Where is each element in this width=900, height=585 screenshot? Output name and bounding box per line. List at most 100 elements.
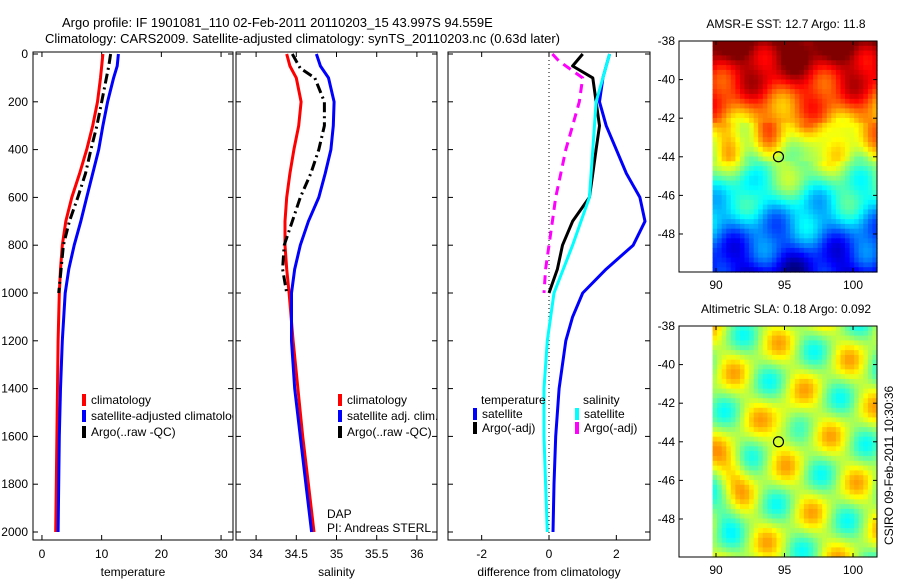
map-cell — [799, 170, 805, 177]
map-cell — [726, 228, 732, 235]
map-cell — [762, 118, 768, 124]
map-cell — [858, 340, 864, 346]
map-cell — [863, 494, 869, 500]
map-cell — [762, 69, 768, 76]
map-cell — [767, 436, 773, 443]
map-cell — [730, 326, 736, 332]
map-cell — [776, 446, 782, 452]
map-cell — [863, 345, 869, 351]
map-cell — [831, 494, 837, 500]
map-cell — [740, 214, 746, 220]
map-cell — [863, 156, 869, 162]
map-cell — [813, 436, 819, 443]
map-cell — [794, 451, 800, 457]
map-cell — [858, 470, 864, 476]
map-cell — [740, 60, 746, 66]
map-cell — [872, 422, 878, 428]
map-cell — [712, 199, 718, 206]
map-cell — [785, 118, 791, 124]
map-cell — [854, 214, 860, 220]
map-cell — [845, 441, 851, 447]
map-cell — [799, 137, 805, 143]
map-cell — [817, 45, 823, 52]
map-cell — [831, 79, 837, 85]
map-cell — [817, 252, 823, 259]
map-cell — [863, 190, 869, 196]
map-cell — [776, 50, 782, 56]
map-cell — [826, 190, 832, 196]
map-cell — [721, 146, 727, 153]
map-cell — [822, 185, 828, 191]
map-cell — [803, 108, 810, 114]
map-cell — [835, 431, 842, 438]
map-cell — [854, 393, 860, 399]
map-cell — [840, 65, 846, 71]
map-cell — [835, 199, 842, 206]
map-cell — [781, 60, 787, 66]
map-cell — [831, 161, 837, 167]
map-cell — [781, 523, 787, 529]
map-cell — [730, 364, 736, 370]
map-cell — [749, 89, 755, 95]
map-cell — [867, 93, 874, 100]
map-cell — [771, 475, 778, 481]
map-cell — [749, 542, 755, 548]
map-cell — [762, 113, 768, 119]
map-cell — [808, 199, 814, 206]
map-cell — [803, 55, 810, 61]
map-cell — [758, 499, 764, 505]
map-cell — [817, 455, 823, 462]
map-cell — [867, 326, 874, 332]
map-cell — [758, 137, 764, 143]
map-cell — [785, 122, 791, 129]
map-cell — [840, 470, 846, 476]
map-cell — [735, 41, 741, 47]
map-cell — [753, 185, 759, 191]
map-cell — [771, 204, 778, 210]
map-cell — [817, 441, 823, 447]
map-cell — [735, 185, 741, 191]
map-cell — [863, 465, 869, 471]
map-cell — [845, 393, 851, 399]
map-cell — [822, 417, 828, 423]
map-cell — [858, 475, 864, 481]
map-cell — [822, 204, 828, 210]
map-cell — [803, 228, 810, 235]
map-cell — [813, 451, 819, 457]
map-cell — [726, 257, 732, 263]
map-cell — [740, 345, 746, 351]
map-cell — [767, 262, 773, 268]
map-cell — [794, 69, 800, 76]
map-cell — [794, 262, 800, 268]
map-cell — [771, 185, 778, 191]
map-cell — [858, 132, 864, 138]
map-cell — [863, 89, 869, 95]
map-cell — [826, 508, 832, 515]
map-cell — [730, 335, 736, 341]
map-cell — [840, 528, 846, 534]
map-cell — [822, 388, 828, 394]
map-cell — [803, 330, 810, 337]
map-cell — [712, 378, 718, 385]
map-cell — [785, 359, 791, 366]
map-cell — [849, 359, 855, 366]
map-cell — [831, 350, 837, 356]
map-cell — [872, 175, 878, 182]
map-cell — [831, 359, 837, 366]
map-cell — [794, 127, 800, 133]
map-cell — [771, 528, 778, 534]
map-cell — [771, 247, 778, 254]
series-line-argo-raw-qc- — [57, 53, 113, 294]
map-cell — [858, 354, 864, 361]
map-cell — [726, 518, 732, 524]
map-cell — [803, 243, 810, 249]
map-cell — [813, 378, 819, 385]
map-cell — [799, 209, 805, 215]
map-cell — [858, 103, 864, 109]
map-cell — [717, 374, 723, 380]
map-cell — [872, 262, 878, 268]
map-cell — [794, 132, 800, 138]
map-cell — [767, 508, 773, 515]
map-cell — [840, 132, 846, 138]
map-cell — [749, 364, 755, 370]
